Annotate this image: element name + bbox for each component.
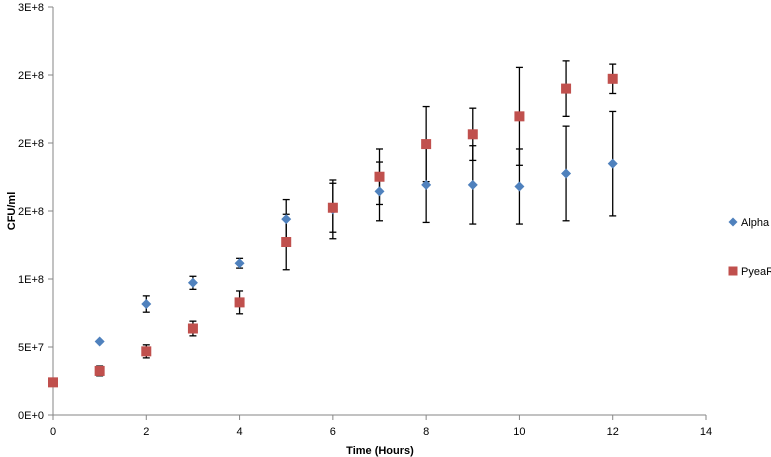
data-point-alpha xyxy=(94,336,105,347)
data-point-pyear xyxy=(281,237,292,248)
data-point-pyear xyxy=(327,202,338,213)
data-point-alpha xyxy=(234,258,245,269)
data-point-pyear xyxy=(374,171,385,182)
legend-label-alpha: Alpha xyxy=(741,217,770,229)
data-point-alpha xyxy=(187,277,198,288)
data-point-alpha xyxy=(374,186,385,197)
data-point-alpha xyxy=(467,179,478,190)
y-tick-label: 2E+8 xyxy=(18,206,44,218)
data-point-alpha xyxy=(607,158,618,169)
y-tick-label: 1E+8 xyxy=(18,274,44,286)
data-point-pyear xyxy=(187,323,198,334)
x-tick-label: 14 xyxy=(700,426,712,438)
data-point-pyear xyxy=(48,377,58,388)
plot-area: 0E+0 5E+7 1E+8 2E+8 2E+8 2E+8 3E+8 0 2 4 6 8 10 12 14 xyxy=(18,2,712,438)
x-tick-label: 2 xyxy=(143,426,149,438)
legend-item-alpha: Alpha xyxy=(728,217,770,229)
y-tick-labels: 0E+0 5E+7 1E+8 2E+8 2E+8 2E+8 3E+8 xyxy=(18,2,44,422)
data-point-pyear xyxy=(94,365,105,376)
data-point-alpha xyxy=(141,299,152,310)
x-axis-title: Time (Hours) xyxy=(346,445,414,457)
y-tick-label: 2E+8 xyxy=(18,138,44,150)
data-point-pyear xyxy=(141,346,152,357)
y-axis-title: CFU/ml xyxy=(6,192,18,231)
error-bars xyxy=(96,60,617,377)
data-point-alpha xyxy=(421,179,432,190)
x-tick-label: 0 xyxy=(50,426,56,438)
axis-ticks xyxy=(48,6,707,420)
legend-label-pyear: PyeaR xyxy=(741,266,771,278)
x-tick-label: 4 xyxy=(237,426,243,438)
y-tick-label: 5E+7 xyxy=(18,342,44,354)
legend-marker-pyear xyxy=(728,266,738,276)
x-tick-label: 10 xyxy=(513,426,525,438)
x-tick-label: 12 xyxy=(607,426,619,438)
data-point-alpha xyxy=(561,168,572,179)
legend-marker-alpha xyxy=(728,217,738,227)
data-point-pyear xyxy=(607,73,618,84)
data-point-pyear xyxy=(514,111,525,122)
y-tick-label: 2E+8 xyxy=(18,70,44,82)
y-tick-label: 3E+8 xyxy=(18,2,44,14)
y-tick-label: 0E+0 xyxy=(18,410,44,422)
data-markers xyxy=(48,73,618,388)
data-point-pyear xyxy=(467,129,478,140)
data-point-pyear xyxy=(561,83,572,94)
data-point-pyear xyxy=(234,297,245,308)
data-point-alpha xyxy=(514,181,525,192)
x-tick-labels: 0 2 4 6 8 10 12 14 xyxy=(50,426,712,438)
data-point-pyear xyxy=(421,139,432,150)
data-point-alpha xyxy=(281,214,292,225)
x-tick-label: 8 xyxy=(423,426,429,438)
x-tick-label: 6 xyxy=(330,426,336,438)
legend-item-pyear: PyeaR xyxy=(728,266,771,278)
legend: Alpha PyeaR xyxy=(728,217,771,278)
